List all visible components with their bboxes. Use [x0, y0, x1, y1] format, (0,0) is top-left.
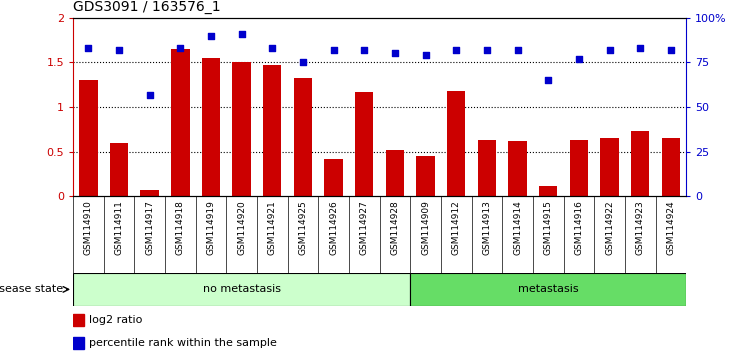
Bar — [232, 62, 251, 196]
Bar — [600, 138, 619, 196]
Point — [512, 47, 523, 53]
Text: GSM114917: GSM114917 — [145, 200, 154, 255]
Bar — [569, 140, 588, 196]
Bar — [201, 58, 220, 196]
Point — [665, 47, 677, 53]
Text: GSM114926: GSM114926 — [329, 200, 338, 255]
Bar — [324, 159, 343, 196]
Bar — [79, 80, 98, 196]
Point — [389, 51, 401, 56]
Point — [113, 47, 125, 53]
Bar — [477, 140, 496, 196]
Text: GSM114920: GSM114920 — [237, 200, 246, 255]
Text: GSM114925: GSM114925 — [299, 200, 307, 255]
Text: GSM114915: GSM114915 — [544, 200, 553, 255]
Text: GSM114909: GSM114909 — [421, 200, 430, 255]
Point — [450, 47, 462, 53]
Text: disease state: disease state — [0, 284, 64, 295]
Bar — [355, 92, 374, 196]
Bar — [171, 49, 190, 196]
Text: GSM114923: GSM114923 — [636, 200, 645, 255]
Bar — [293, 78, 312, 196]
Text: GSM114911: GSM114911 — [115, 200, 123, 255]
Text: metastasis: metastasis — [518, 284, 579, 295]
Text: GSM114927: GSM114927 — [360, 200, 369, 255]
Point — [205, 33, 217, 39]
Text: no metastasis: no metastasis — [203, 284, 280, 295]
Text: GSM114912: GSM114912 — [452, 200, 461, 255]
Bar — [631, 131, 650, 196]
Point — [328, 47, 339, 53]
Bar — [539, 186, 558, 196]
Bar — [73, 314, 84, 326]
Text: GSM114910: GSM114910 — [84, 200, 93, 255]
Point — [634, 45, 646, 51]
Point — [573, 56, 585, 62]
Bar — [661, 138, 680, 196]
Point — [297, 59, 309, 65]
Text: GDS3091 / 163576_1: GDS3091 / 163576_1 — [73, 0, 220, 14]
Bar — [447, 91, 466, 196]
Point — [481, 47, 493, 53]
Text: GSM114914: GSM114914 — [513, 200, 522, 255]
Point — [236, 31, 247, 36]
Bar — [416, 156, 435, 196]
Text: GSM114918: GSM114918 — [176, 200, 185, 255]
Text: GSM114913: GSM114913 — [483, 200, 491, 255]
Bar — [73, 337, 84, 349]
Text: GSM114919: GSM114919 — [207, 200, 215, 255]
Bar — [385, 150, 404, 196]
Point — [420, 52, 431, 58]
Text: GSM114922: GSM114922 — [605, 200, 614, 255]
Bar — [508, 141, 527, 196]
Bar — [263, 65, 282, 196]
Point — [358, 47, 370, 53]
Bar — [73, 273, 410, 306]
Bar — [110, 143, 128, 196]
Text: GSM114924: GSM114924 — [666, 200, 675, 255]
Point — [604, 47, 615, 53]
Bar — [140, 190, 159, 196]
Point — [266, 45, 278, 51]
Point — [542, 78, 554, 83]
Point — [144, 92, 155, 97]
Bar — [410, 273, 686, 306]
Text: GSM114921: GSM114921 — [268, 200, 277, 255]
Text: percentile rank within the sample: percentile rank within the sample — [89, 338, 277, 348]
Text: log2 ratio: log2 ratio — [89, 315, 142, 325]
Text: GSM114928: GSM114928 — [391, 200, 399, 255]
Point — [174, 45, 186, 51]
Text: GSM114916: GSM114916 — [575, 200, 583, 255]
Point — [82, 45, 94, 51]
